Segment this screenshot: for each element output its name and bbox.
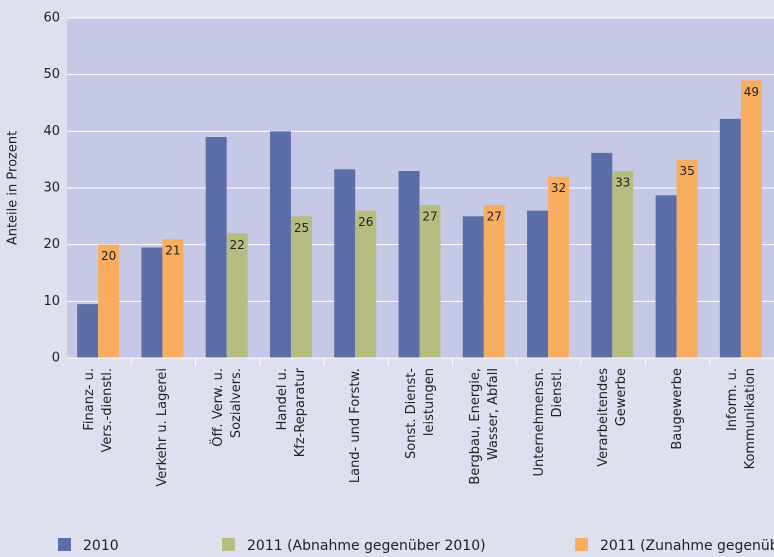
- y-tick-label: 30: [43, 181, 60, 196]
- bar: [355, 210, 377, 358]
- bar: [483, 205, 505, 358]
- bar: [334, 169, 356, 358]
- bar: [77, 304, 99, 358]
- value-label: 49: [744, 85, 759, 99]
- value-label: 22: [230, 238, 245, 252]
- bar: [226, 233, 248, 358]
- x-tick-label: Sonst. Dienst- leistungen: [403, 368, 437, 459]
- bar: [719, 118, 741, 358]
- y-tick-label: 0: [52, 351, 60, 366]
- bar: [398, 171, 420, 358]
- bar: [269, 131, 291, 358]
- x-tick-label: Handel u. Kfz-Reparatur: [274, 368, 308, 458]
- value-label: 25: [294, 221, 309, 235]
- x-tick-label: Finanz- u. Vers.-dienstl.: [82, 368, 116, 453]
- bar: [98, 244, 120, 358]
- value-label: 27: [487, 210, 502, 224]
- x-tick-label: Baugewerbe: [669, 368, 685, 450]
- legend-swatch: [58, 538, 71, 551]
- bar: [548, 176, 570, 358]
- bar: [290, 216, 312, 358]
- legend-swatch: [222, 538, 235, 551]
- value-label: 20: [101, 249, 116, 263]
- legend-swatch: [575, 538, 588, 551]
- bar: [162, 239, 184, 358]
- bar: [527, 210, 549, 358]
- x-tick-label: Verarbeitendes Gewerbe: [596, 368, 630, 467]
- value-label: 33: [615, 176, 630, 190]
- legend-label: 2011 (Abnahme gegenüber 2010): [247, 538, 486, 554]
- bar: [205, 137, 227, 358]
- y-tick-label: 20: [43, 237, 60, 252]
- x-tick-label: Bergbau, Energie, Wasser, Abfall: [467, 368, 501, 485]
- bar: [740, 80, 762, 358]
- bar: [676, 159, 698, 358]
- y-tick-label: 60: [43, 11, 60, 26]
- value-label: 26: [358, 215, 373, 229]
- bar: [655, 195, 677, 358]
- value-label: 21: [165, 244, 180, 258]
- value-label: 27: [422, 210, 437, 224]
- x-tick-label: Unternehmensn. Dienstl.: [532, 368, 566, 477]
- x-tick-label: Öff. Verw. u. Sozialvers.: [210, 368, 244, 447]
- x-tick-label: Land- und Forstw.: [348, 368, 364, 484]
- y-tick-label: 10: [43, 294, 60, 309]
- x-tick-label: Verkehr u. Lagerei: [155, 368, 171, 487]
- y-tick-label: 40: [43, 124, 60, 139]
- x-tick-label: Inform. u. Kommunikation: [724, 368, 758, 470]
- y-axis-label: Anteile in Prozent: [6, 131, 21, 245]
- y-tick-label: 50: [43, 67, 60, 82]
- bar: [612, 171, 634, 358]
- bar: [591, 152, 613, 358]
- bar: [419, 205, 441, 358]
- legend-label: 2010: [83, 538, 119, 554]
- bar: [462, 216, 484, 358]
- bar: [141, 247, 163, 358]
- legend-label: 2011 (Zunahme gegenüber 2010): [600, 538, 774, 554]
- value-label: 35: [679, 164, 694, 178]
- value-label: 32: [551, 181, 566, 195]
